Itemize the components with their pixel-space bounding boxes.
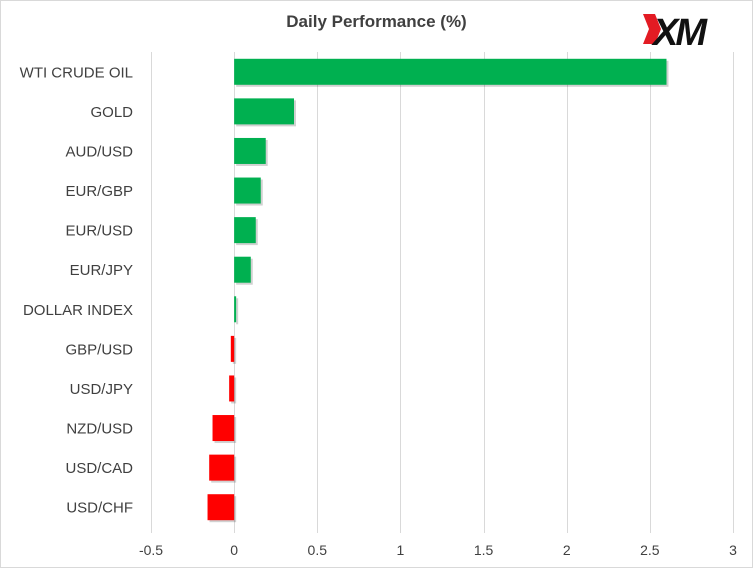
- bars: [207, 58, 669, 523]
- bar-nzd-usd: [212, 415, 235, 442]
- category-label-gbp-usd: GBP/USD: [65, 341, 133, 358]
- xm-logo: XM: [641, 8, 741, 55]
- category-label-eur-usd: EUR/USD: [65, 223, 133, 240]
- category-label-dollar-index: DOLLAR INDEX: [23, 302, 133, 319]
- bar-shadow-dollar-index: [236, 298, 239, 325]
- bar-eur-usd: [234, 217, 256, 244]
- x-tick-label-3: 1: [397, 542, 405, 558]
- category-label-eur-gbp: EUR/GBP: [65, 183, 133, 200]
- bar-gold: [234, 98, 295, 125]
- x-tick-label-4: 1.5: [474, 542, 494, 558]
- x-tick-label-2: 0.5: [308, 542, 328, 558]
- bar-gbp-usd: [230, 335, 235, 362]
- category-label-usd-cad: USD/CAD: [65, 460, 133, 477]
- bar-eur-gbp: [234, 177, 261, 204]
- bar-dollar-index: [234, 296, 237, 323]
- category-label-eur-jpy: EUR/JPY: [70, 262, 133, 279]
- category-label-wti-crude-oil: WTI CRUDE OIL: [20, 64, 133, 81]
- bar-aud-usd: [234, 137, 266, 164]
- category-labels: WTI CRUDE OIL GOLD AUD/USD EUR/GBP EUR/USD EU…: [20, 64, 134, 516]
- x-tick-label-0: -0.5: [139, 542, 163, 558]
- bar-usd-chf: [207, 494, 235, 521]
- bar-wti-crude-oil: [234, 58, 667, 85]
- chart-title: Daily Performance (%): [286, 12, 467, 31]
- bar-usd-cad: [209, 454, 235, 481]
- x-tick-label-5: 2: [563, 542, 571, 558]
- bar-shadow-gbp-usd: [232, 337, 237, 364]
- category-label-usd-jpy: USD/JPY: [70, 381, 133, 398]
- xm-logo-text: XM: [651, 12, 708, 50]
- x-tick-labels: -0.5 0 0.5 1 1.5 2 2.5 3: [139, 542, 737, 558]
- x-tick-label-1: 0: [230, 542, 238, 558]
- category-label-gold: GOLD: [90, 104, 133, 121]
- x-tick-label-7: 3: [729, 542, 737, 558]
- bar-usd-jpy: [229, 375, 235, 402]
- x-tick-label-6: 2.5: [640, 542, 660, 558]
- category-label-usd-chf: USD/CHF: [66, 500, 133, 517]
- grid-lines: [151, 52, 734, 533]
- bar-eur-jpy: [234, 256, 251, 283]
- category-label-nzd-usd: NZD/USD: [66, 421, 133, 438]
- xm-logo-icon: XM: [643, 12, 711, 54]
- category-label-aud-usd: AUD/USD: [65, 143, 133, 160]
